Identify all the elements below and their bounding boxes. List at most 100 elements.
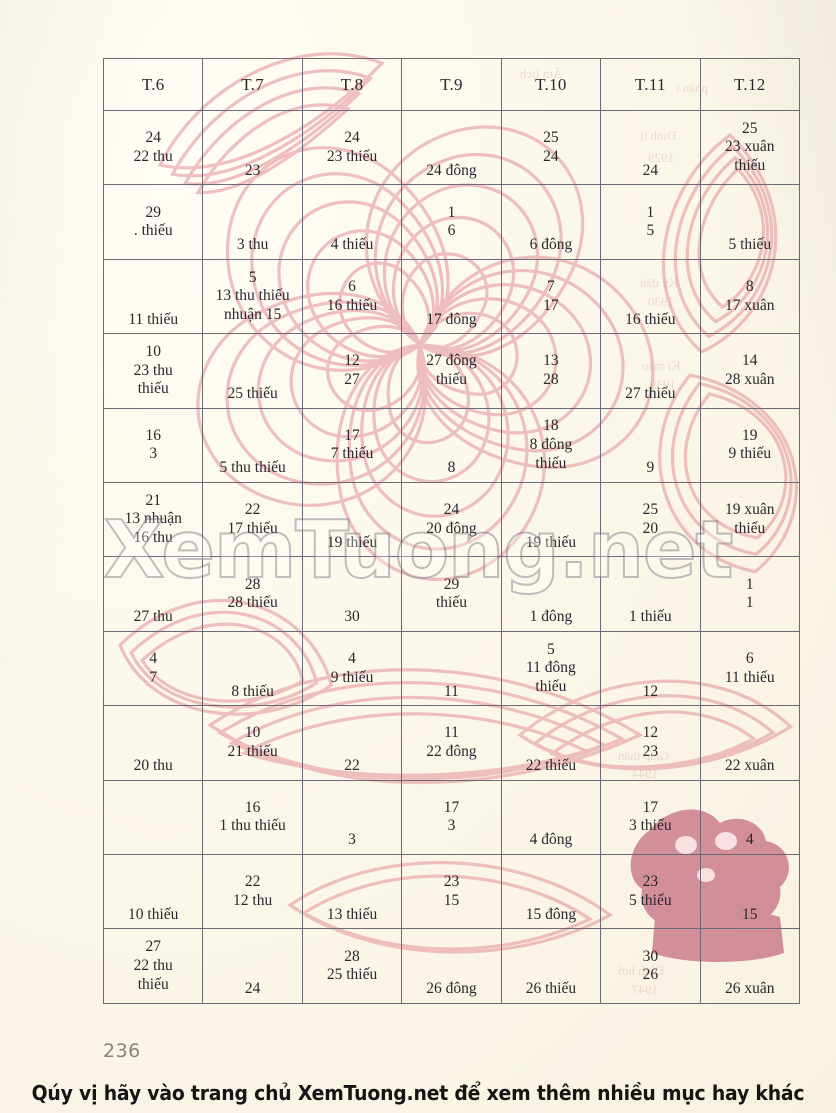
- calendar-cell-content: 5 thiếu: [701, 185, 799, 258]
- calendar-cell-line: 17 đông: [426, 310, 477, 328]
- table-row: 16 1 thu thiếu 3 17 3 4 đông 17 3 thiếu 4: [102, 779, 801, 856]
- calendar-cell: 9: [600, 407, 701, 484]
- calendar-cell-line: 4 thiếu: [330, 236, 374, 254]
- table-row: 11 thiếu 5 13 thu thiếu nhuận 15 6 16 thiếu 17…: [102, 258, 801, 335]
- calendar-cell-line: 15: [443, 891, 460, 909]
- calendar-cell-line: 12: [642, 682, 659, 700]
- calendar-cell: 28 25 thiếu: [301, 928, 403, 1004]
- calendar-cell-line: 1: [447, 203, 456, 221]
- calendar-cell: 27 22 thu thiếu: [102, 928, 204, 1004]
- calendar-cell-line: 1 thu thiếu: [219, 817, 286, 835]
- calendar-cell-content: 22 thiếu: [502, 706, 600, 779]
- calendar-cell-content: 22 17 thiếu: [203, 483, 301, 556]
- calendar-cell-content: 28 25 thiếu: [303, 929, 401, 1003]
- calendar-cell: 1 đông: [500, 556, 602, 632]
- calendar-cell-line: 11 đông: [525, 659, 576, 677]
- calendar-cell: 11 22 đông: [401, 705, 502, 781]
- calendar-cell-line: 20: [642, 519, 659, 537]
- column-header-t12: T.12: [699, 58, 801, 111]
- calendar-cell-content: 16 thiếu: [601, 260, 699, 333]
- calendar-cell: 24 20 đông: [401, 482, 502, 558]
- calendar-cell: 22 17 thiếu: [202, 482, 303, 558]
- table-header-row: T.6 T.7 T.8 T.9 T.10 T.11 T.12: [102, 58, 801, 111]
- calendar-cell-line: 19: [742, 426, 758, 444]
- calendar-cell-content: 10 23 thu thiếu: [104, 334, 202, 407]
- calendar-cell: 19 thiếu: [500, 482, 602, 558]
- calendar-cell: 21 13 nhuận 16 thu: [102, 482, 204, 558]
- calendar-cell-line: 10: [145, 343, 161, 361]
- calendar-cell-line: 6 đông: [529, 236, 573, 254]
- calendar-cell-line: 24: [642, 161, 659, 179]
- calendar-cell: 15: [699, 854, 801, 930]
- calendar-cell: 11: [401, 630, 502, 707]
- calendar-cell-line: 16 thiếu: [326, 296, 378, 314]
- calendar-cell: 17 đông: [401, 258, 502, 335]
- calendar-cell-content: 6 16 thiếu: [303, 260, 401, 333]
- calendar-cell: 4 đông: [500, 779, 602, 856]
- calendar-cell-content: 23: [203, 111, 301, 184]
- calendar-cell-line: 28: [344, 947, 360, 965]
- calendar-cell-content: 25 23 xuân thiếu: [701, 111, 799, 184]
- calendar-cell-line: 6: [447, 222, 456, 240]
- calendar-cell-line: 26: [642, 966, 659, 984]
- calendar-cell: 23 15: [401, 854, 502, 930]
- calendar-cell-content: 26 thiếu: [502, 929, 600, 1003]
- calendar-cell-content: 23 5 thiếu: [601, 855, 699, 928]
- calendar-cell-line: 27 đông: [426, 352, 477, 370]
- calendar-cell-line: 30: [642, 947, 659, 965]
- calendar-cell: 30 26: [600, 928, 701, 1004]
- calendar-cell-line: 5 thiếu: [728, 236, 772, 254]
- calendar-cell: 4: [699, 779, 801, 856]
- calendar-cell-line: 6: [745, 649, 754, 667]
- calendar-cell-content: 17 3: [402, 781, 500, 854]
- calendar-cell-line: 26 đông: [426, 980, 477, 998]
- calendar-cell: 26 đông: [401, 928, 502, 1004]
- column-header-t7: T.7: [202, 58, 303, 111]
- calendar-cell: 27 đông thiếu: [401, 333, 502, 409]
- calendar-cell-line: thiếu: [535, 454, 567, 472]
- calendar-cell: 16 1 thu thiếu: [202, 779, 303, 856]
- calendar-cell: 29. thiếu: [102, 184, 204, 260]
- calendar-cell-content: 10 21 thiếu: [203, 706, 301, 779]
- calendar-cell-line: 7 thiếu: [330, 445, 374, 463]
- calendar-cell-line: 10 thiếu: [128, 905, 179, 923]
- calendar-cell-content: 24 đông: [402, 111, 500, 184]
- calendar-cell-line: 13 thu thiếu: [215, 287, 290, 305]
- calendar-cell-line: 22 thu: [133, 147, 173, 165]
- calendar-cell-line: 26 thiếu: [525, 980, 577, 998]
- calendar-cell: 13 thiếu: [301, 854, 403, 930]
- calendar-cell-line: 3 thu: [236, 236, 269, 254]
- table-row: 27 22 thu thiếu 24 28 25 thiếu 26 đông 26 thiếu…: [102, 928, 801, 1004]
- calendar-cell-content: 12: [601, 632, 699, 705]
- calendar-cell: 23: [202, 109, 303, 186]
- calendar-cell-line: 8: [745, 277, 754, 295]
- calendar-cell-line: 4: [348, 649, 356, 667]
- calendar-cell: 24 22 thu: [102, 109, 204, 186]
- calendar-cell-content: 19 xuân thiếu: [701, 483, 799, 556]
- calendar-cell-content: 14 28 xuân: [701, 334, 799, 407]
- calendar-cell-line: 21: [145, 491, 161, 509]
- calendar-cell-content: 12 27: [303, 334, 401, 407]
- calendar-cell-line: 3: [447, 817, 456, 835]
- calendar-cell-line: 16 thu: [133, 529, 173, 547]
- column-header-t9: T.9: [401, 58, 502, 111]
- calendar-cell: 11 thiếu: [102, 258, 204, 335]
- calendar-cell-line: 19 thiếu: [525, 533, 577, 551]
- calendar-cell-line: 23: [642, 742, 659, 760]
- calendar-cell: 8: [401, 407, 502, 484]
- calendar-cell-content: 19 9 thiếu: [701, 409, 799, 482]
- calendar-cell-line: 5: [248, 268, 257, 286]
- calendar-cell-line: 28 thiếu: [227, 594, 278, 612]
- calendar-cell-content: 15: [701, 855, 799, 928]
- calendar-cell-line: 5 thiếu: [629, 891, 672, 909]
- calendar-cell-line: 23 thu: [133, 361, 173, 379]
- calendar-cell: 20 thu: [102, 705, 204, 781]
- calendar-cell-line: thiếu: [734, 157, 766, 174]
- calendar-cell-line: 17 xuân: [725, 296, 775, 314]
- calendar-cell-line: 28 xuân: [725, 370, 775, 388]
- calendar-cell-line: 4: [149, 649, 158, 667]
